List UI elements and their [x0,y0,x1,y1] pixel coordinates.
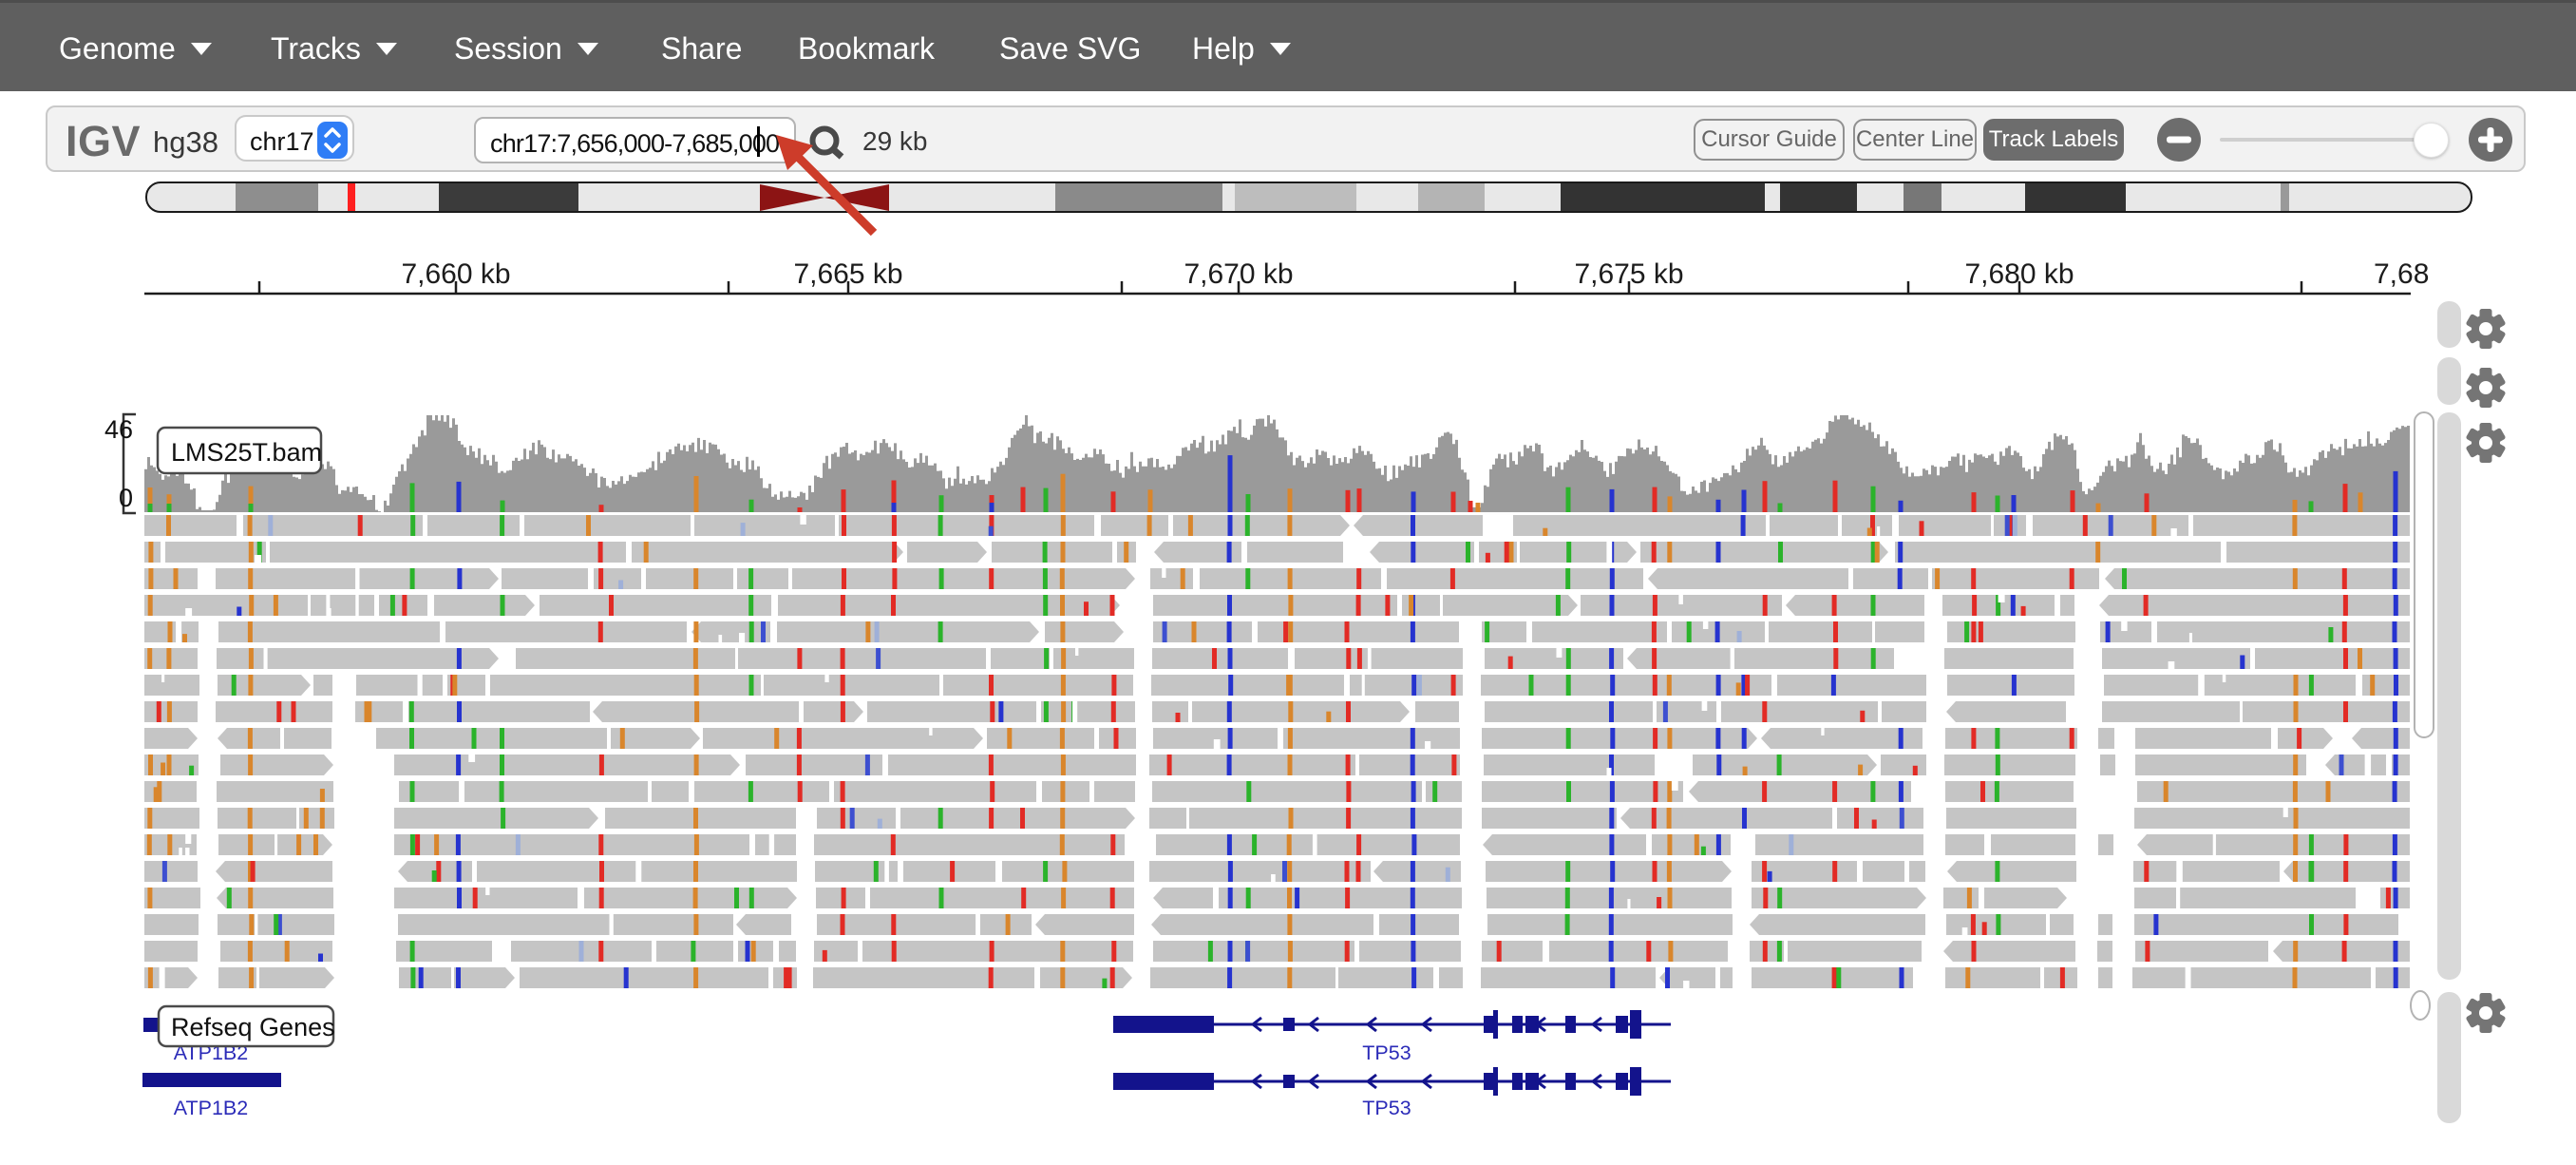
svg-text:LMS25T.bam: LMS25T.bam [171,438,322,467]
svg-text:46: 46 [104,415,133,444]
svg-text:ATP1B2: ATP1B2 [174,1097,248,1119]
svg-text:0: 0 [119,484,133,512]
svg-text:Refseq Genes: Refseq Genes [171,1013,335,1041]
svg-text:TP53: TP53 [1362,1097,1411,1119]
svg-text:7,68: 7,68 [2374,258,2429,290]
svg-text:TP53: TP53 [1362,1041,1411,1064]
